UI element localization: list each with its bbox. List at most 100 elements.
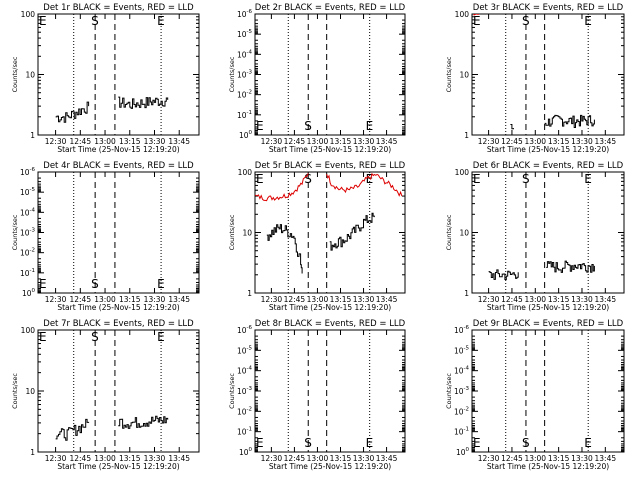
plot-title: Det 2r BLACK = Events, RED = LLD [255, 3, 406, 13]
x-tick-label: 12:45 [284, 454, 306, 463]
plot-title: Det 5r BLACK = Events, RED = LLD [255, 161, 406, 171]
x-tick-label: 13:45 [595, 295, 617, 304]
events-series-line [118, 415, 169, 429]
x-tick-label: 12:45 [284, 295, 306, 304]
y-tick-label: 10-3 [454, 386, 470, 396]
y-axis-label: Counts/sec [445, 56, 453, 92]
x-tick-label: 13:45 [168, 137, 190, 146]
y-tick-label: 100 [455, 10, 470, 19]
events-series-line [510, 124, 514, 130]
x-tick-label: 13:00 [524, 295, 546, 304]
x-tick-label: 13:45 [595, 137, 617, 146]
y-tick-label: 10 [459, 71, 469, 80]
x-tick-label: 13:30 [144, 137, 166, 146]
events-series-line [55, 101, 90, 123]
x-tick-label: 12:30 [478, 137, 500, 146]
y-axis-label: Counts/sec [11, 214, 19, 250]
x-tick-label: 12:45 [284, 137, 306, 146]
end-marker: E [39, 330, 47, 344]
x-tick-label: 13:30 [353, 137, 375, 146]
x-tick-label: 13:00 [307, 137, 329, 146]
plot-title: Det 9r BLACK = Events, RED = LLD [473, 319, 624, 329]
start-marker: S [91, 277, 99, 291]
start-marker: S [522, 436, 530, 450]
x-tick-label: 13:00 [307, 454, 329, 463]
y-tick-label: 10-3 [20, 228, 36, 238]
plot-det-4: Det 4r BLACK = Events, RED = LLD 100 10-1 1… [11, 161, 200, 312]
y-tick-label: 10-2 [454, 406, 469, 416]
y-tick-label: 1 [30, 131, 35, 140]
plot-det-5: Det 5r BLACK = Events, RED = LLD 1 10 100 12… [228, 161, 406, 312]
end-marker: E [157, 277, 165, 291]
x-tick-label: 13:45 [376, 295, 398, 304]
plot-frame [37, 171, 200, 294]
plot-det-6: Det 6r BLACK = Events, RED = LLD 1 10 100 12… [445, 161, 625, 312]
events-series-line [546, 260, 595, 273]
x-tick-label: 12:45 [501, 454, 523, 463]
y-tick-label: 100 [21, 326, 36, 335]
events-series-line [118, 96, 169, 109]
x-tick-label: 12:30 [261, 454, 283, 463]
events-series-line [544, 114, 595, 128]
x-tick-label: 13:15 [119, 295, 141, 304]
lld-series-line [473, 14, 480, 16]
x-tick-label: 13:00 [524, 454, 546, 463]
start-marker: S [91, 14, 99, 28]
end-marker: E [584, 436, 592, 450]
y-tick-label: 100 [21, 10, 36, 19]
end-marker: E [584, 14, 592, 28]
events-series-line [329, 212, 375, 251]
y-tick-label: 10-1 [237, 110, 252, 120]
end-marker: E [256, 436, 264, 450]
x-tick-label: 12:30 [45, 454, 67, 463]
y-tick-label: 10-1 [237, 427, 252, 437]
x-tick-label: 12:30 [261, 295, 283, 304]
start-marker: S [304, 436, 312, 450]
x-tick-label: 13:15 [548, 454, 570, 463]
y-tick-label: 10-6 [20, 167, 36, 177]
y-tick-label: 1 [464, 289, 469, 298]
x-tick-label: 12:30 [261, 137, 283, 146]
end-marker: E [39, 277, 47, 291]
x-axis-label: Start Time (25-Nov-15 12:19:20) [487, 145, 609, 154]
end-marker: E [584, 172, 592, 186]
plot-frame [254, 13, 406, 136]
y-tick-label: 100 [456, 447, 470, 457]
plot-frame [471, 329, 625, 453]
x-tick-label: 13:30 [144, 295, 166, 304]
end-marker: E [39, 14, 47, 28]
x-tick-label: 12:30 [478, 295, 500, 304]
plot-title: Det 4r BLACK = Events, RED = LLD [43, 161, 194, 171]
lld-series-line [255, 173, 309, 202]
x-tick-label: 13:45 [595, 454, 617, 463]
y-axis-label: Counts/sec [228, 56, 236, 92]
end-marker: E [256, 172, 264, 186]
plot-det-7: Det 7r BLACK = Events, RED = LLD 1 10 100 12… [11, 319, 200, 471]
plot-frame [471, 13, 625, 136]
y-tick-label: 10-2 [237, 90, 252, 100]
x-tick-label: 13:15 [548, 295, 570, 304]
end-marker: E [473, 14, 481, 28]
x-axis-label: Start Time (25-Nov-15 12:19:20) [269, 303, 391, 312]
end-marker: E [366, 172, 374, 186]
y-tick-label: 10-2 [237, 406, 252, 416]
y-tick-label: 10-4 [454, 366, 470, 376]
plot-det-3: Det 3r BLACK = Events, RED = LLD 1 10 100 12… [445, 3, 625, 154]
events-series-line [55, 418, 90, 441]
y-tick-label: 10-5 [237, 345, 253, 355]
x-tick-label: 12:30 [478, 454, 500, 463]
start-marker: S [304, 172, 312, 186]
x-tick-label: 13:15 [119, 454, 141, 463]
x-tick-label: 13:30 [353, 295, 375, 304]
plot-title: Det 8r BLACK = Events, RED = LLD [255, 319, 406, 329]
plot-frame [254, 171, 406, 294]
y-tick-label: 10-3 [237, 70, 253, 80]
x-axis-label: Start Time (25-Nov-15 12:19:20) [269, 462, 391, 471]
x-tick-label: 12:30 [45, 295, 67, 304]
x-tick-label: 13:15 [119, 137, 141, 146]
events-series-line [266, 224, 303, 274]
x-tick-label: 13:45 [168, 295, 190, 304]
x-tick-label: 13:15 [330, 295, 352, 304]
plot-title: Det 6r BLACK = Events, RED = LLD [473, 161, 624, 171]
y-tick-label: 10 [459, 229, 469, 238]
